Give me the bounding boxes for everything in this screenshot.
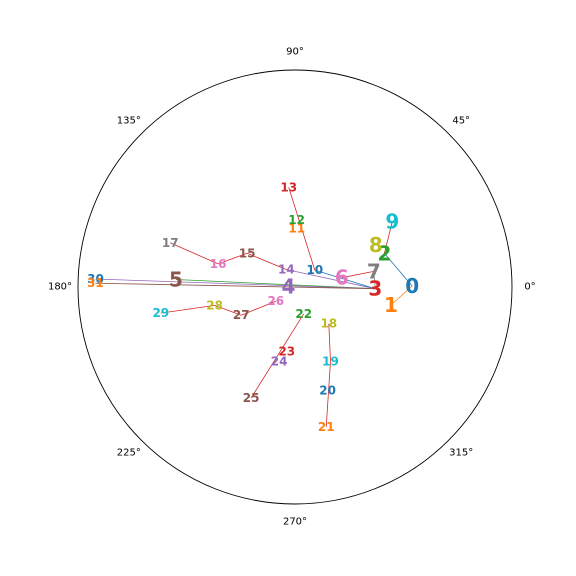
angle-tick-label: 270° [283,517,307,528]
node-label: 21 [318,420,335,434]
edge-line [328,323,331,362]
edge-line [241,300,276,316]
node-label: 5 [169,268,183,292]
node-label: 2 [377,241,391,265]
angle-tick-label: 90° [286,47,304,58]
node-label: 12 [288,213,305,227]
node-label: 16 [210,257,227,271]
edge-line [384,253,413,287]
node-label: 15 [239,246,256,260]
edge-line [95,278,376,290]
node-label: 11 [288,221,305,235]
node-label: 3 [368,277,382,301]
edge-line [170,242,219,265]
node-label: 19 [322,354,339,368]
node-label: 29 [152,306,169,320]
node-label: 13 [280,180,297,194]
node-label: 22 [295,307,312,321]
node-label: 26 [267,294,284,308]
edge-line [160,305,215,314]
edge-line [325,361,331,427]
node-label: 4 [282,274,296,298]
node-label: 9 [385,210,399,234]
angle-tick-label: 315° [449,448,473,459]
node-label: 27 [233,308,250,322]
edge-line [373,271,376,289]
edge-line [250,313,305,399]
node-label: 8 [369,233,383,257]
node-label: 23 [278,345,295,359]
angle-tick-label: 45° [452,115,470,126]
edge-line [246,252,287,270]
node-label: 31 [87,276,104,290]
node-label: 10 [306,263,323,277]
node-label: 14 [278,263,295,277]
edge-line [341,271,374,279]
angle-tick-label: 180° [48,282,72,293]
edge-line [390,285,413,306]
angle-tick-label: 225° [117,448,141,459]
angle-labels-layer: 0° 45° 90° 135° 180° 225° 270° 315° [48,47,536,528]
angle-tick-label: 135° [117,115,141,126]
edge-line [217,252,248,265]
angle-tick-label: 0° [524,282,535,293]
node-label: 7 [367,259,381,283]
node-label: 20 [319,384,336,398]
edge-line [214,305,242,316]
node-label: 18 [320,317,337,331]
edge-line [95,282,376,290]
node-label: 25 [243,391,260,405]
polar-frame [77,69,513,505]
node-label: 28 [206,298,223,312]
node-label: 0 [405,274,419,298]
edges-layer [95,187,413,427]
node-label: 6 [335,266,349,290]
edge-line [288,187,316,271]
node-label: 30 [87,272,104,286]
node-label: 17 [162,236,179,250]
node-label: 1 [384,293,398,317]
node-label: 24 [271,354,288,368]
edge-line [286,269,376,290]
edge-line [384,221,393,254]
edge-line [314,269,376,290]
